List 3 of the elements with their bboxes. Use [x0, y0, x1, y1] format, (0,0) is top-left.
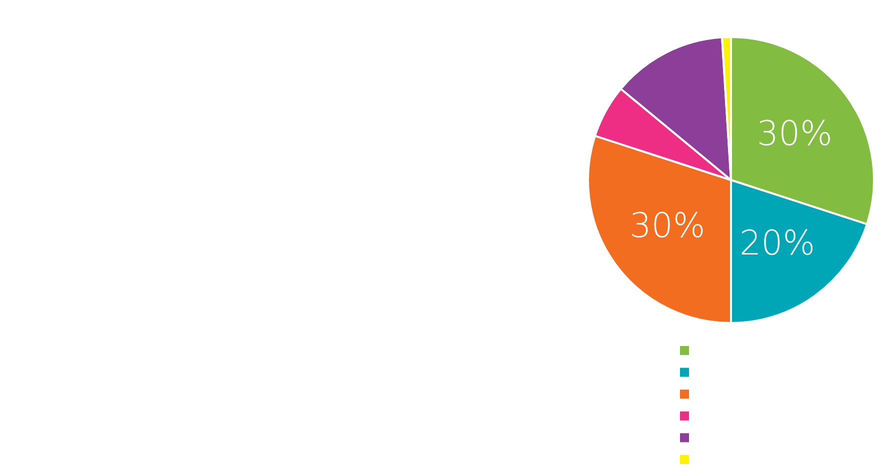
data-label: 30%: [630, 206, 706, 246]
data-label: 30%: [756, 114, 832, 154]
data-label: 20%: [739, 224, 816, 264]
